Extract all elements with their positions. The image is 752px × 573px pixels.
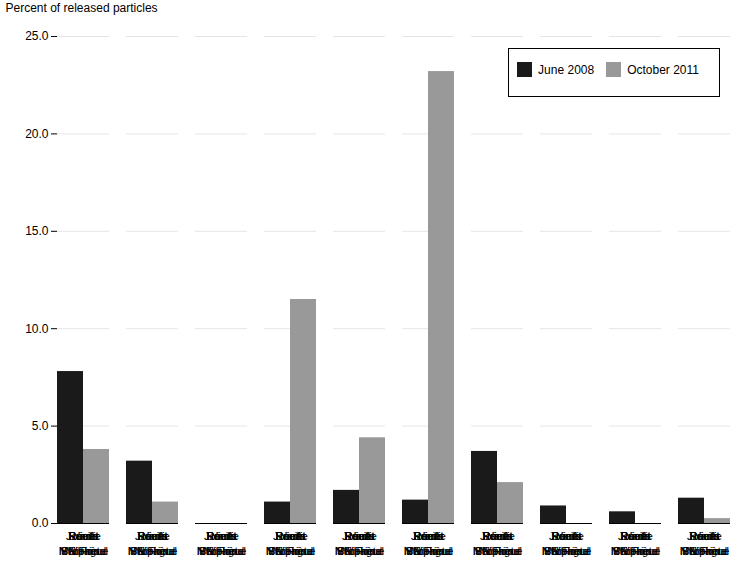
svg-text:Prado: Prado (414, 530, 443, 542)
svg-text:Récifs: Récifs (620, 530, 651, 542)
svg-text:NW Frioul: NW Frioul (128, 545, 177, 557)
svg-text:Somlit: Somlit (68, 530, 99, 542)
svg-text:Somlit: Somlit (620, 530, 651, 542)
svg-text:Récifs: Récifs (68, 530, 99, 542)
svg-text:Madrague: Madrague (611, 545, 661, 557)
svg-text:Somlit: Somlit (689, 530, 720, 542)
svg-text:Joliette: Joliette (411, 530, 446, 542)
svg-text:NW Frioul: NW Frioul (266, 545, 315, 557)
svg-text:25.0: 25.0 (25, 29, 49, 43)
svg-text:NW Frioul: NW Frioul (611, 545, 660, 557)
svg-text:Récifs: Récifs (275, 530, 306, 542)
svg-text:Joliette: Joliette (204, 530, 239, 542)
svg-text:Madrague: Madrague (128, 545, 178, 557)
svg-text:Rouet: Rouet (276, 530, 305, 542)
svg-text:Prado: Prado (552, 530, 581, 542)
svg-text:Somlit: Somlit (344, 530, 375, 542)
svg-text:Rouet: Rouet (690, 530, 719, 542)
svg-text:Récifs: Récifs (206, 530, 237, 542)
svg-text:Somlit: Somlit (137, 530, 168, 542)
svg-text:Prado: Prado (345, 530, 374, 542)
html-text:October 2011: October 2011 (627, 62, 699, 77)
svg-text:Joliette: Joliette (480, 530, 515, 542)
svg-text:Prado: Prado (138, 530, 167, 542)
svg-text:Joliette: Joliette (549, 530, 584, 542)
svg-text:5.0: 5.0 (32, 419, 49, 433)
svg-text:Somlit: Somlit (206, 530, 237, 542)
svg-text:Récifs: Récifs (551, 530, 582, 542)
svg-text:Rouet: Rouet (345, 530, 374, 542)
svg-text:Madrague: Madrague (680, 545, 730, 557)
svg-text:Récifs: Récifs (137, 530, 168, 542)
svg-text:Rouet: Rouet (552, 530, 581, 542)
svg-text:Joliette: Joliette (618, 530, 653, 542)
svg-text:Percent of released particles: Percent of released particles (6, 1, 158, 15)
svg-text:NW Frioul: NW Frioul (197, 545, 246, 557)
svg-text:Prado: Prado (207, 530, 236, 542)
svg-text:Madrague: Madrague (473, 545, 523, 557)
svg-text:Joliette: Joliette (342, 530, 377, 542)
svg-text:Rouet: Rouet (483, 530, 512, 542)
svg-text:Rouet: Rouet (621, 530, 650, 542)
svg-text:Somlit: Somlit (551, 530, 582, 542)
svg-text:Joliette: Joliette (687, 530, 722, 542)
svg-text:Rouet: Rouet (69, 530, 98, 542)
svg-text:Madrague: Madrague (197, 545, 247, 557)
svg-text:Prado: Prado (276, 530, 305, 542)
svg-text:Prado: Prado (69, 530, 98, 542)
svg-text:Madrague: Madrague (542, 545, 592, 557)
svg-text:Récifs: Récifs (413, 530, 444, 542)
svg-text:NW Frioul: NW Frioul (473, 545, 522, 557)
svg-text:Joliette: Joliette (135, 530, 170, 542)
svg-text:NW Frioul: NW Frioul (59, 545, 108, 557)
svg-text:NW Frioul: NW Frioul (542, 545, 591, 557)
svg-text:15.0: 15.0 (25, 224, 49, 238)
svg-text:Récifs: Récifs (482, 530, 513, 542)
svg-text:Madrague: Madrague (335, 545, 385, 557)
svg-text:Joliette: Joliette (66, 530, 101, 542)
svg-text:Joliette: Joliette (273, 530, 308, 542)
svg-text:Madrague: Madrague (404, 545, 454, 557)
svg-text:20.0: 20.0 (25, 127, 49, 141)
svg-text:Prado: Prado (690, 530, 719, 542)
svg-text:Somlit: Somlit (275, 530, 306, 542)
html-text:June 2008: June 2008 (538, 62, 595, 77)
svg-text:Rouet: Rouet (414, 530, 443, 542)
svg-text:Récifs: Récifs (344, 530, 375, 542)
svg-text:NW Frioul: NW Frioul (680, 545, 729, 557)
svg-text:Récifs: Récifs (689, 530, 720, 542)
svg-text:NW Frioul: NW Frioul (404, 545, 453, 557)
svg-text:Prado: Prado (621, 530, 650, 542)
svg-text:10.0: 10.0 (25, 322, 49, 336)
svg-text:0.0: 0.0 (32, 516, 49, 530)
svg-text:Rouet: Rouet (207, 530, 236, 542)
svg-text:Prado: Prado (483, 530, 512, 542)
svg-text:NW Frioul: NW Frioul (335, 545, 384, 557)
svg-text:Rouet: Rouet (138, 530, 167, 542)
svg-text:Madrague: Madrague (59, 545, 109, 557)
svg-text:Somlit: Somlit (482, 530, 513, 542)
svg-text:Somlit: Somlit (413, 530, 444, 542)
svg-text:Madrague: Madrague (266, 545, 316, 557)
